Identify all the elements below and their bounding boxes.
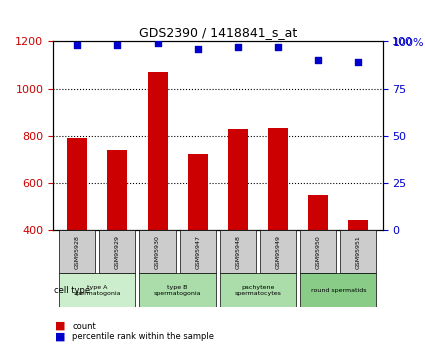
- Text: GSM95929: GSM95929: [115, 235, 120, 269]
- FancyBboxPatch shape: [300, 230, 336, 273]
- FancyBboxPatch shape: [59, 273, 136, 307]
- FancyBboxPatch shape: [220, 230, 256, 273]
- Text: GSM95948: GSM95948: [235, 235, 241, 269]
- Text: count: count: [72, 322, 96, 331]
- FancyBboxPatch shape: [139, 273, 216, 307]
- Point: [154, 40, 161, 46]
- Text: pachytene
spermatocytes: pachytene spermatocytes: [235, 285, 281, 296]
- Bar: [67, 138, 87, 230]
- Text: GSM95950: GSM95950: [316, 235, 321, 269]
- Text: type B
spermatogonia: type B spermatogonia: [154, 285, 201, 296]
- Text: type A
spermatogonia: type A spermatogonia: [74, 285, 121, 296]
- Text: GSM95928: GSM95928: [75, 235, 80, 269]
- Text: cell type: cell type: [54, 286, 90, 295]
- Bar: [147, 72, 167, 230]
- Bar: [228, 129, 248, 230]
- Text: GSM95947: GSM95947: [195, 235, 200, 269]
- FancyBboxPatch shape: [99, 230, 136, 273]
- Text: GSM95930: GSM95930: [155, 235, 160, 269]
- Point: [235, 44, 241, 50]
- FancyBboxPatch shape: [340, 230, 377, 273]
- Y-axis label: 100%: 100%: [393, 38, 425, 48]
- Text: percentile rank within the sample: percentile rank within the sample: [72, 332, 214, 341]
- Point: [315, 58, 322, 63]
- FancyBboxPatch shape: [139, 230, 176, 273]
- FancyBboxPatch shape: [300, 273, 377, 307]
- Text: ■: ■: [55, 332, 66, 341]
- Bar: [308, 195, 328, 230]
- Text: GSM95951: GSM95951: [356, 235, 361, 269]
- Point: [355, 59, 362, 65]
- Point: [275, 44, 281, 50]
- Bar: [348, 220, 368, 230]
- Bar: [188, 154, 208, 230]
- Text: round spermatids: round spermatids: [311, 288, 366, 293]
- Text: ■: ■: [55, 321, 66, 331]
- Point: [74, 42, 81, 48]
- Bar: [108, 150, 128, 230]
- FancyBboxPatch shape: [59, 230, 95, 273]
- Point: [194, 46, 201, 52]
- Bar: [268, 128, 288, 230]
- FancyBboxPatch shape: [180, 230, 216, 273]
- Point: [114, 42, 121, 48]
- FancyBboxPatch shape: [220, 273, 296, 307]
- FancyBboxPatch shape: [260, 230, 296, 273]
- Text: GSM95949: GSM95949: [275, 235, 281, 269]
- Title: GDS2390 / 1418841_s_at: GDS2390 / 1418841_s_at: [139, 26, 297, 39]
